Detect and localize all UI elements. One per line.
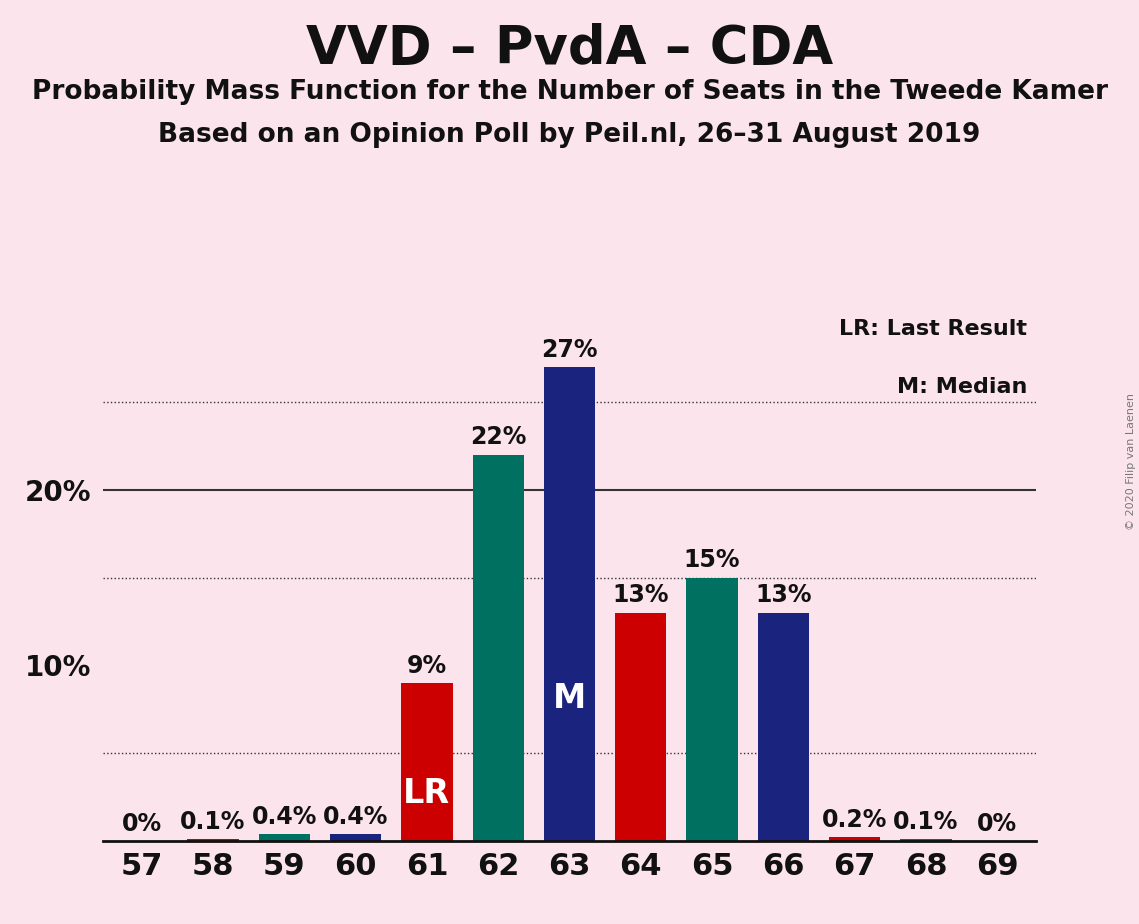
Bar <box>259 833 310 841</box>
Bar <box>187 839 239 841</box>
Bar <box>401 683 452 841</box>
Text: 0%: 0% <box>122 811 162 835</box>
Text: M: Median: M: Median <box>896 377 1027 397</box>
Bar <box>543 367 596 841</box>
Bar <box>473 455 524 841</box>
Text: 27%: 27% <box>541 337 598 361</box>
Text: 0.1%: 0.1% <box>180 809 246 833</box>
Text: 0.1%: 0.1% <box>893 809 959 833</box>
Text: 0%: 0% <box>977 811 1017 835</box>
Text: Probability Mass Function for the Number of Seats in the Tweede Kamer: Probability Mass Function for the Number… <box>32 79 1107 104</box>
Bar <box>757 613 809 841</box>
Text: 0.4%: 0.4% <box>252 805 317 829</box>
Bar <box>829 837 880 841</box>
Bar <box>687 578 738 841</box>
Text: LR: LR <box>403 777 450 810</box>
Text: 0.2%: 0.2% <box>822 808 887 832</box>
Bar <box>330 833 382 841</box>
Text: 9%: 9% <box>407 653 446 677</box>
Text: 13%: 13% <box>755 583 812 607</box>
Text: 0.4%: 0.4% <box>323 805 388 829</box>
Text: © 2020 Filip van Laenen: © 2020 Filip van Laenen <box>1126 394 1136 530</box>
Bar <box>615 613 666 841</box>
Text: Based on an Opinion Poll by Peil.nl, 26–31 August 2019: Based on an Opinion Poll by Peil.nl, 26–… <box>158 122 981 148</box>
Text: 13%: 13% <box>613 583 669 607</box>
Text: 22%: 22% <box>470 425 526 449</box>
Text: 15%: 15% <box>683 548 740 572</box>
Text: LR: Last Result: LR: Last Result <box>839 320 1027 339</box>
Bar <box>900 839 952 841</box>
Text: VVD – PvdA – CDA: VVD – PvdA – CDA <box>306 23 833 75</box>
Text: M: M <box>552 682 587 715</box>
